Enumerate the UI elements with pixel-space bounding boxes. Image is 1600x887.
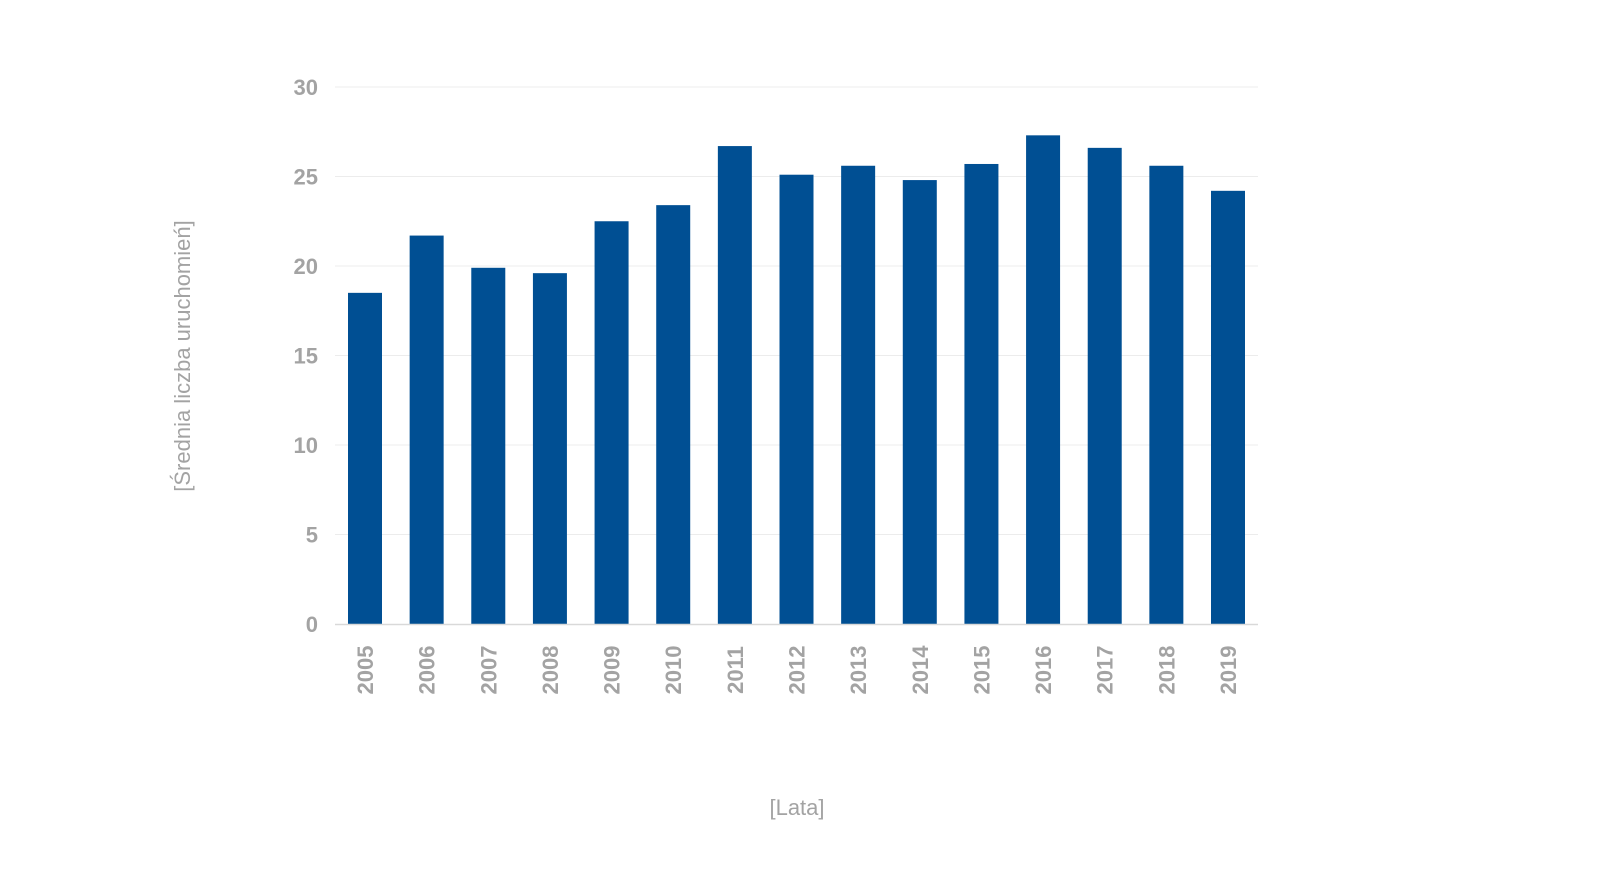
bar-2017 bbox=[1087, 147, 1122, 625]
x-tick-label: 2019 bbox=[1216, 646, 1241, 695]
y-tick-label: 5 bbox=[306, 523, 318, 548]
y-tick-label: 30 bbox=[294, 75, 318, 100]
x-tick-label: 2007 bbox=[476, 646, 501, 695]
bar-2007 bbox=[471, 267, 506, 624]
x-tick-label: 2012 bbox=[785, 646, 810, 695]
y-axis-title: [Średnia liczba uruchomień] bbox=[170, 220, 195, 491]
x-tick-label: 2015 bbox=[969, 646, 994, 695]
bar-2005 bbox=[348, 292, 382, 624]
x-tick-label: 2010 bbox=[661, 646, 686, 695]
bar-2018 bbox=[1149, 165, 1184, 624]
bar-2013 bbox=[841, 165, 876, 624]
bar-2006 bbox=[409, 235, 444, 624]
x-tick-label: 2018 bbox=[1154, 646, 1179, 695]
x-tick-label: 2013 bbox=[846, 646, 871, 695]
x-tick-label: 2014 bbox=[908, 645, 933, 695]
bar-2012 bbox=[779, 174, 814, 624]
bar-2010 bbox=[656, 205, 691, 624]
x-tick-labels: 2005 2006 2007 2008 2009 2010 2011 2012 2013 2014… bbox=[353, 645, 1241, 695]
bar-2008 bbox=[532, 273, 567, 624]
y-tick-label: 15 bbox=[294, 344, 318, 369]
bar-2019 bbox=[1211, 190, 1245, 624]
x-tick-label: 2005 bbox=[353, 646, 378, 695]
bar-2014 bbox=[902, 180, 937, 624]
x-tick-label: 2009 bbox=[600, 646, 625, 695]
y-tick-label: 20 bbox=[294, 254, 318, 279]
x-tick-label: 2017 bbox=[1093, 646, 1118, 695]
y-tick-labels: 0 5 10 15 20 25 30 bbox=[294, 75, 318, 637]
x-tick-label: 2008 bbox=[538, 646, 563, 695]
x-tick-label: 2016 bbox=[1031, 646, 1056, 695]
bar-2011 bbox=[717, 146, 752, 624]
x-tick-label: 2011 bbox=[723, 646, 748, 694]
y-tick-label: 0 bbox=[306, 612, 318, 637]
bar-2015 bbox=[964, 163, 999, 624]
y-tick-label: 10 bbox=[294, 433, 318, 458]
bar-2016 bbox=[1026, 135, 1061, 624]
x-axis-title: [Lata] bbox=[769, 795, 824, 820]
x-tick-label: 2006 bbox=[415, 646, 440, 695]
y-tick-label: 25 bbox=[294, 165, 318, 190]
bar-2009 bbox=[594, 221, 629, 624]
bars bbox=[348, 135, 1245, 625]
